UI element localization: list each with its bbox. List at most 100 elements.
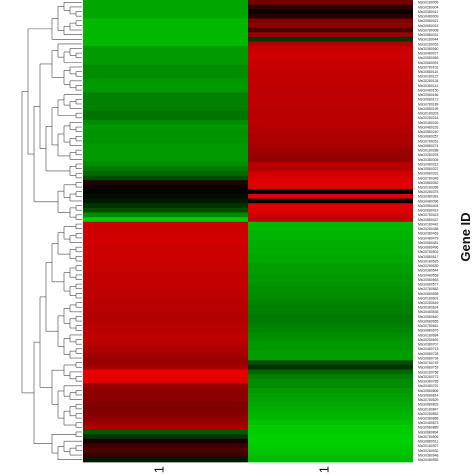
row-label: MsG0680814 — [418, 393, 438, 397]
heatmap-cell — [83, 184, 248, 190]
heatmap-cell — [83, 60, 248, 66]
heatmap-cell — [83, 27, 248, 33]
heatmap-cell — [248, 46, 413, 52]
heatmap-cell — [83, 83, 248, 89]
heatmap-cell — [248, 406, 413, 412]
row-label: MsG0480396 — [418, 199, 438, 203]
heatmap-cell — [248, 360, 413, 366]
heatmap-cell — [248, 78, 413, 84]
heatmap-cell — [83, 9, 248, 15]
heatmap-cell — [248, 23, 413, 29]
heatmap-cell — [248, 263, 413, 269]
row-label: MsG0580327 — [418, 167, 438, 171]
heatmap-cell — [248, 83, 413, 89]
heatmap-cell — [248, 166, 413, 172]
heatmap-cell — [248, 4, 413, 10]
row-label: MsG0680894 — [418, 430, 438, 434]
heatmap-cell — [83, 101, 248, 107]
row-label: MsG0380012 — [418, 10, 438, 14]
row-label: MsG0380544 — [418, 269, 438, 273]
heatmap-cell — [248, 194, 413, 200]
heatmap-cell — [83, 438, 248, 444]
row-label: MsG0480077 — [418, 52, 438, 56]
heatmap-cell — [248, 64, 413, 70]
heatmap-cell — [83, 13, 248, 19]
heatmap-cell — [83, 448, 248, 454]
row-label: MsG0280052 — [418, 42, 438, 46]
heatmap-cell — [83, 452, 248, 458]
heatmap-cell — [248, 364, 413, 370]
heatmap-cell — [83, 64, 248, 70]
heatmap-cell — [83, 129, 248, 135]
heatmap-cell — [83, 198, 248, 204]
row-label: MsG0480479 — [418, 236, 438, 240]
heatmap-cell — [83, 420, 248, 426]
heatmap-cell — [248, 351, 413, 357]
heatmap-cell — [248, 369, 413, 375]
row-label: MsG0280539 — [418, 264, 438, 268]
row-label: MsG0380785 — [418, 380, 438, 384]
heatmap-cell — [248, 129, 413, 135]
heatmap-cell — [83, 157, 248, 163]
column-label: 1 — [317, 466, 332, 473]
heatmap-cell — [83, 0, 248, 5]
row-label: MsG0480791 — [418, 384, 438, 388]
heatmap-cell — [248, 318, 413, 324]
heatmap-cell — [83, 295, 248, 301]
heatmap-cell — [83, 235, 248, 241]
heatmap-cell — [83, 457, 248, 463]
heatmap-cell — [83, 46, 248, 52]
heatmap-cell — [248, 147, 413, 153]
heatmap-cell — [83, 401, 248, 407]
heatmap-cell — [83, 217, 248, 223]
heatmap-cell — [83, 175, 248, 181]
row-label: MsG0880437 — [418, 218, 438, 222]
heatmap-cell — [248, 152, 413, 158]
heatmap-cell — [248, 101, 413, 107]
heatmap-cell — [248, 443, 413, 449]
heatmap-cell — [83, 106, 248, 112]
heatmap-cell — [248, 383, 413, 389]
row-label: MsG0880833 — [418, 403, 438, 407]
heatmap-cell — [83, 18, 248, 24]
heatmap-cell — [248, 106, 413, 112]
heatmap-cell — [83, 133, 248, 139]
heatmap-cell — [83, 244, 248, 250]
row-label: MsG0380948 — [418, 453, 438, 457]
row-label: MsG0680496 — [418, 246, 438, 250]
heatmap-cell — [83, 36, 248, 42]
row-label: MsG0180442 — [418, 222, 438, 226]
heatmap-cell — [248, 434, 413, 440]
row-label: MsG0880195 — [418, 107, 438, 111]
row-label: MsG0880352 — [418, 181, 438, 185]
heatmap-cell — [248, 133, 413, 139]
row-label: MsG0280852 — [418, 412, 438, 416]
row-label: MsG0480558 — [418, 273, 438, 277]
heatmap-cell — [83, 318, 248, 324]
heatmap-cell — [83, 286, 248, 292]
row-label: MsG0680734 — [418, 356, 438, 360]
heatmap-cell — [83, 378, 248, 384]
heatmap-cell — [83, 314, 248, 320]
row-label: MsG0780906 — [418, 435, 438, 439]
heatmap-cell — [248, 180, 413, 186]
heatmap-cell — [248, 240, 413, 246]
row-label: MsG0380624 — [418, 306, 438, 310]
heatmap-cell — [83, 425, 248, 431]
heatmap-cell — [83, 300, 248, 306]
row-label: MsG0680257 — [418, 135, 438, 139]
row-label: MsG0580563 — [418, 278, 438, 282]
heatmap-cell — [248, 235, 413, 241]
heatmap-cell — [83, 388, 248, 394]
heatmap-cell — [83, 328, 248, 333]
heatmap-cell — [83, 346, 248, 352]
heatmap-cell — [248, 87, 413, 93]
heatmap-cell — [83, 194, 248, 200]
row-label: MsG0780102 — [418, 65, 438, 69]
heatmap-cell — [248, 115, 413, 121]
row-label: MsG0580640 — [418, 315, 438, 319]
row-label: MsG0780829 — [418, 398, 438, 402]
row-label: MsG0480009 — [418, 15, 438, 19]
row-label: MsG0880598 — [418, 292, 438, 296]
heatmap-cell — [248, 110, 413, 116]
